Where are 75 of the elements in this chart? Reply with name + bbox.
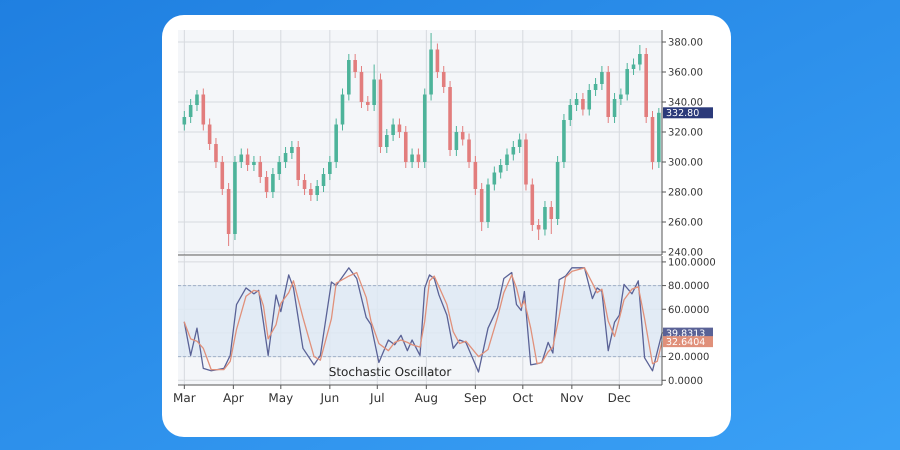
text: 332.80 — [666, 108, 700, 120]
candlestick — [410, 148, 414, 168]
candlestick — [442, 66, 446, 94]
candlestick — [549, 200, 554, 234]
candlestick — [518, 133, 522, 154]
candlestick — [328, 156, 332, 180]
candlestick — [252, 156, 256, 172]
candlestick — [594, 78, 598, 96]
x-tick-label: Sep — [464, 391, 487, 405]
candlestick — [467, 133, 471, 168]
candlestick — [302, 174, 306, 196]
candlestick — [632, 58, 636, 76]
candlestick — [600, 66, 604, 90]
candlestick — [309, 182, 313, 202]
y-tick-label: 300.00 — [668, 158, 703, 168]
y-tick-label: 20.0000 — [668, 352, 710, 364]
candlestick — [384, 128, 389, 154]
y-tick-label: 380.00 — [668, 38, 703, 48]
candlestick — [366, 96, 370, 112]
candlestick — [492, 166, 496, 191]
candlestick — [182, 110, 186, 131]
x-tick-label: Aug — [414, 391, 438, 405]
x-tick-label: Jun — [319, 391, 340, 405]
candlestick — [612, 92, 616, 124]
candlestick — [353, 54, 357, 78]
candlestick — [398, 118, 402, 138]
candlestick — [277, 156, 282, 180]
candlestick — [619, 88, 623, 106]
candlestick — [271, 168, 275, 198]
candlestick — [195, 90, 199, 112]
text: 32.6404 — [666, 336, 706, 348]
candlestick — [638, 44, 642, 71]
y-tick-label: 80.0000 — [668, 281, 710, 292]
candlestick — [543, 200, 547, 236]
candlestick — [246, 148, 250, 172]
candlestick — [581, 92, 585, 116]
candlestick — [436, 43, 440, 78]
candlestick — [214, 138, 218, 168]
candlestick — [264, 170, 268, 198]
candlestick — [568, 98, 572, 126]
y-tick-label: 260.00 — [668, 218, 703, 228]
y-tick-label: 0.0000 — [668, 376, 703, 387]
candlestick — [315, 180, 319, 202]
y-tick-label: 320.00 — [668, 128, 703, 138]
y-tick-label: 240.00 — [668, 248, 703, 258]
y-tick-label: 280.00 — [668, 188, 703, 198]
y-tick-label: 100.0000 — [668, 257, 716, 268]
candlestick — [574, 92, 578, 112]
x-tick-label: Jul — [369, 391, 385, 405]
x-tick-label: May — [268, 391, 294, 405]
y-tick-label: 340.00 — [668, 98, 703, 108]
y-tick-label: 60.0000 — [668, 304, 710, 316]
candlestick — [290, 140, 294, 160]
annotation: Stochastic Oscillator — [328, 365, 452, 379]
candlestick — [208, 118, 212, 150]
candlestick — [454, 126, 458, 156]
candlestick — [498, 158, 502, 179]
x-tick-label: Oct — [512, 391, 534, 405]
candlestick — [587, 84, 592, 116]
x-tick-label: Dec — [608, 391, 631, 405]
candlestick — [536, 218, 540, 240]
x-tick-label: Apr — [222, 391, 244, 405]
candlestick — [322, 168, 326, 192]
candlestick — [416, 148, 420, 168]
x-tick-label: Nov — [560, 391, 584, 405]
candlestick — [391, 118, 395, 142]
candlestick — [512, 140, 516, 161]
candlestick — [239, 148, 244, 168]
candlestick — [284, 146, 288, 168]
candlestick — [505, 148, 509, 172]
candlestick — [258, 156, 262, 184]
candlestick — [460, 126, 465, 146]
x-tick-label: Mar — [173, 391, 196, 405]
y-tick-label: 360.00 — [668, 68, 703, 78]
candlestick — [188, 98, 192, 124]
